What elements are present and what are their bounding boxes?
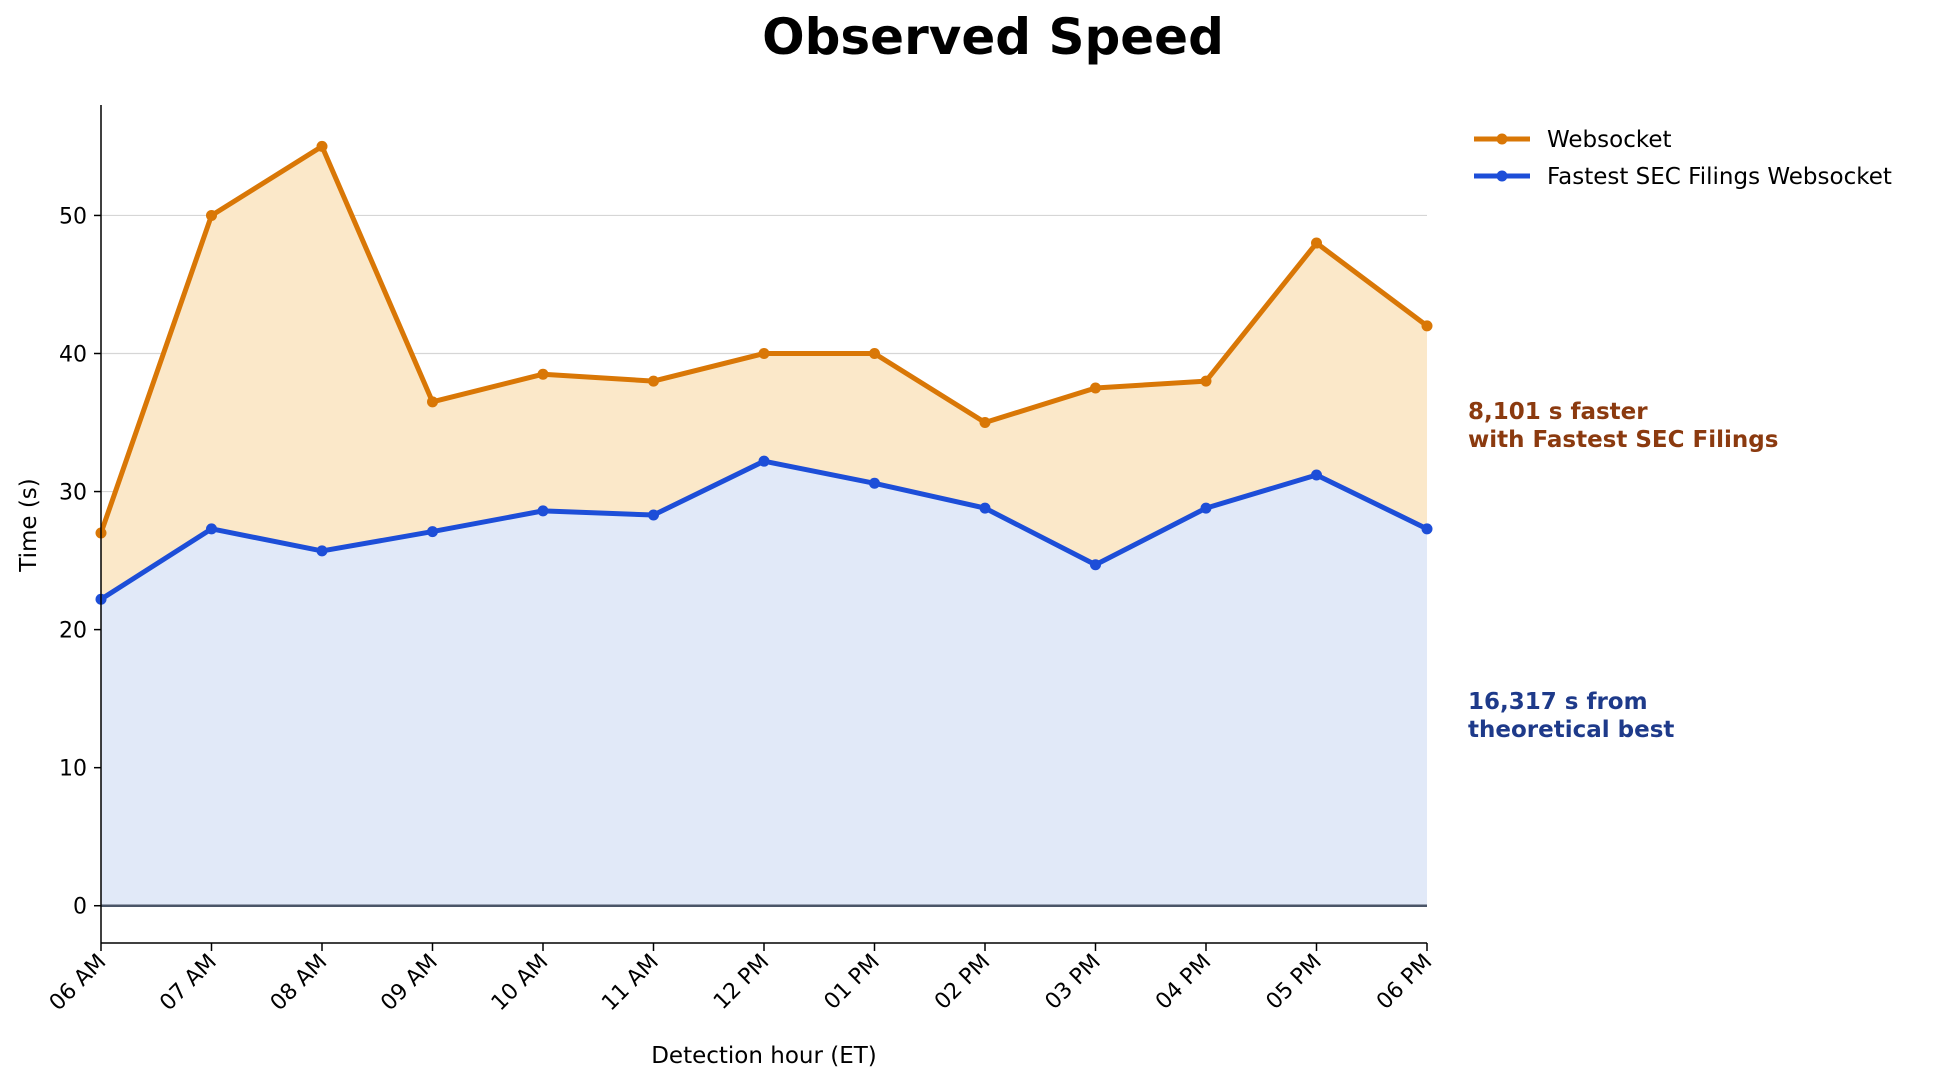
- y-tick-label-20: 20: [59, 619, 87, 644]
- y-tick-label-0: 0: [73, 895, 87, 920]
- point-websocket-11: [1311, 237, 1322, 249]
- point-websocket-10: [1200, 375, 1212, 387]
- legend-label-fastest-sec: Fastest SEC Filings Websocket: [1547, 164, 1892, 190]
- x-ticks: 06 AM 07 AM 08 AM 09 AM 10 AM 11 AM 12 PM 01 PM…: [45, 943, 1437, 1016]
- annotation-faster-line2: with Fastest SEC Filings: [1468, 427, 1778, 453]
- x-tick-label-6: 12 PM: [709, 950, 774, 1015]
- y-axis-label: Time (s): [16, 478, 42, 573]
- point-websocket-3: [427, 396, 438, 408]
- y-tick-label-10: 10: [59, 757, 87, 782]
- x-tick-label-0: 06 AM: [45, 950, 111, 1016]
- point-fastest-sec-3: [427, 526, 438, 538]
- x-tick-label-5: 11 AM: [597, 950, 663, 1016]
- y-tick-label-30: 30: [59, 481, 87, 506]
- annotation-theoretical-line2: theoretical best: [1468, 717, 1674, 743]
- area-fastest-sec: [101, 461, 1427, 906]
- point-fastest-sec-11: [1311, 469, 1322, 481]
- x-tick-label-4: 10 AM: [487, 950, 553, 1016]
- legend-marker-fastest-sec: [1496, 170, 1508, 182]
- point-websocket-8: [979, 417, 991, 429]
- point-fastest-sec-10: [1200, 502, 1212, 514]
- annotation-faster-line1: 8,101 s faster: [1468, 399, 1648, 425]
- point-fastest-sec-7: [869, 477, 880, 489]
- point-fastest-sec-9: [1090, 559, 1101, 571]
- x-tick-label-1: 07 AM: [155, 950, 221, 1016]
- point-websocket-7: [869, 348, 880, 360]
- legend-marker-websocket: [1496, 133, 1508, 145]
- point-fastest-sec-2: [316, 545, 328, 557]
- point-fastest-sec-4: [537, 505, 549, 517]
- point-fastest-sec-6: [758, 455, 770, 467]
- y-tick-label-40: 40: [59, 343, 87, 368]
- legend-item-fastest-sec: Fastest SEC Filings Websocket: [1474, 164, 1892, 190]
- x-tick-label-2: 08 AM: [266, 950, 332, 1016]
- annotation-faster: 8,101 s faster with Fastest SEC Filings: [1468, 399, 1778, 453]
- point-fastest-sec-8: [979, 502, 991, 514]
- point-websocket-2: [316, 140, 328, 152]
- y-tick-label-50: 50: [59, 204, 87, 229]
- point-websocket-12: [1421, 320, 1433, 332]
- legend-label-websocket: Websocket: [1547, 127, 1672, 153]
- point-fastest-sec-5: [648, 509, 659, 521]
- point-fastest-sec-1: [206, 523, 217, 535]
- point-websocket-4: [537, 368, 549, 380]
- x-tick-label-3: 09 AM: [376, 950, 442, 1016]
- x-axis-label: Detection hour (ET): [651, 1043, 877, 1069]
- y-ticks: 0 10 20 30 40 50: [59, 204, 101, 920]
- x-tick-label-7: 01 PM: [820, 950, 885, 1015]
- chart-title: Observed Speed: [762, 8, 1224, 66]
- x-tick-label-12: 06 PM: [1372, 950, 1437, 1015]
- point-websocket-9: [1090, 382, 1101, 394]
- legend: Websocket Fastest SEC Filings Websocket: [1474, 127, 1892, 190]
- point-websocket-1: [206, 209, 217, 221]
- annotation-theoretical: 16,317 s from theoretical best: [1468, 689, 1674, 743]
- x-tick-label-11: 05 PM: [1262, 950, 1327, 1015]
- area-fills: [101, 146, 1427, 906]
- point-websocket-5: [648, 375, 659, 387]
- point-websocket-6: [758, 348, 770, 360]
- x-tick-label-9: 03 PM: [1041, 950, 1106, 1015]
- x-tick-label-8: 02 PM: [930, 950, 995, 1015]
- legend-item-websocket: Websocket: [1474, 127, 1672, 153]
- point-fastest-sec-12: [1421, 523, 1433, 535]
- series-points: [95, 140, 1433, 605]
- annotation-theoretical-line1: 16,317 s from: [1468, 689, 1648, 715]
- x-tick-label-10: 04 PM: [1151, 950, 1216, 1015]
